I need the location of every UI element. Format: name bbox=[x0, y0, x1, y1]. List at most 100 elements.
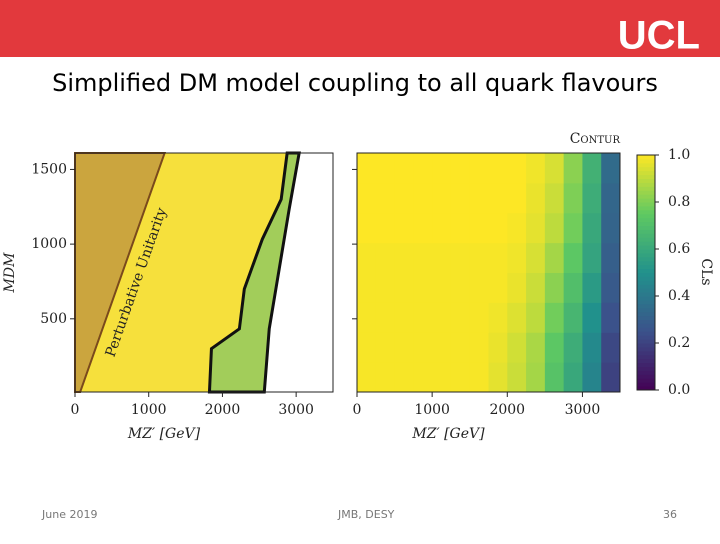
logo: UCL bbox=[618, 14, 700, 58]
colorbar-tick-label: 0.4 bbox=[668, 288, 690, 304]
heatmap-cell bbox=[526, 272, 546, 303]
x-axis-label: MZ′ [GeV] bbox=[411, 426, 485, 442]
colorbar-segment bbox=[637, 315, 655, 320]
heatmap-cell bbox=[526, 153, 546, 184]
heatmap-cell bbox=[469, 242, 489, 273]
colorbar-tick-label: 1.0 bbox=[668, 147, 690, 163]
colorbar-segment bbox=[637, 386, 655, 391]
colorbar-segment bbox=[637, 311, 655, 317]
heatmap-cell bbox=[432, 302, 452, 333]
heatmap-cell bbox=[413, 332, 433, 363]
heatmap-cell bbox=[507, 332, 527, 363]
heatmap-cell bbox=[469, 272, 489, 303]
heatmap-cell bbox=[357, 153, 377, 184]
colorbar-segment bbox=[637, 378, 655, 383]
colorbar-segment bbox=[637, 382, 655, 387]
heatmap-cell bbox=[507, 182, 527, 214]
colorbar-tick-label: 0.2 bbox=[668, 335, 690, 351]
heatmap-cell bbox=[450, 212, 471, 244]
colorbar-segment bbox=[637, 155, 655, 160]
colorbar-segment bbox=[637, 225, 655, 230]
heatmap-cell bbox=[507, 242, 527, 273]
plot-frame bbox=[74, 152, 334, 393]
colorbar-segment bbox=[637, 350, 655, 356]
colorbar-segment bbox=[637, 166, 655, 172]
heatmap-cell bbox=[469, 182, 489, 214]
heatmap-cell bbox=[563, 272, 583, 303]
heatmap-cell bbox=[394, 302, 414, 333]
heatmap-cell bbox=[488, 332, 508, 363]
plot-frame bbox=[356, 152, 621, 393]
heatmap-cell bbox=[469, 302, 489, 333]
colorbar-segment bbox=[637, 374, 655, 379]
colorbar-segment bbox=[637, 190, 655, 195]
colorbar-segment bbox=[637, 174, 655, 179]
colorbar-tick-label: 0.6 bbox=[668, 241, 690, 257]
heatmap-cell bbox=[375, 332, 396, 363]
colorbar-segment bbox=[637, 186, 655, 191]
heatmap-cell bbox=[582, 153, 602, 184]
heatmap-cell bbox=[394, 212, 414, 244]
heatmap-cell bbox=[394, 332, 414, 363]
heatmap-cell bbox=[375, 212, 396, 244]
heatmap-cell bbox=[544, 272, 565, 303]
heatmap-cell bbox=[357, 272, 377, 303]
colorbar-segment bbox=[637, 323, 655, 328]
colorbar-segment bbox=[637, 205, 655, 211]
colorbar-segment bbox=[637, 354, 655, 360]
heatmap-cell bbox=[394, 272, 414, 303]
colorbar-segment bbox=[637, 182, 655, 187]
footer-page: 36 bbox=[663, 508, 677, 521]
heatmap-cell bbox=[507, 153, 527, 184]
heatmap-cell bbox=[563, 153, 583, 184]
colorbar-segment bbox=[637, 217, 655, 223]
heatmap-cell bbox=[582, 332, 602, 363]
heatmap-cell bbox=[488, 302, 508, 333]
heatmap-cell bbox=[582, 182, 602, 214]
contur-logo: Contur bbox=[570, 131, 621, 147]
heatmap-cell bbox=[563, 182, 583, 214]
heatmap-cell bbox=[375, 153, 396, 184]
heatmap-cell bbox=[469, 332, 489, 363]
heatmap-cell bbox=[450, 332, 471, 363]
x-tick-label: 1000 bbox=[131, 402, 167, 418]
heatmap-cell bbox=[544, 182, 565, 214]
heatmap-cell bbox=[413, 182, 433, 214]
colorbar-segment bbox=[637, 233, 655, 238]
heatmap-cell bbox=[563, 302, 583, 333]
heatmap-cell bbox=[488, 182, 508, 214]
colorbar-segment bbox=[637, 245, 655, 250]
colorbar-label: CLs bbox=[698, 258, 714, 285]
heatmap-cell bbox=[582, 242, 602, 273]
heatmap-cell bbox=[563, 362, 583, 393]
colorbar-frame bbox=[636, 154, 656, 391]
heatmap-cell bbox=[544, 332, 565, 363]
colorbar-segment bbox=[637, 256, 655, 262]
heatmap-cell bbox=[413, 212, 433, 244]
colorbar-segment bbox=[637, 327, 655, 332]
x-axis-label: MZ′ [GeV] bbox=[127, 426, 201, 442]
heatmap-cell bbox=[526, 332, 546, 363]
colorbar-tick-label: 0.0 bbox=[668, 382, 690, 398]
colorbar-segment bbox=[637, 292, 655, 297]
colorbar-segment bbox=[637, 202, 655, 207]
colorbar-segment bbox=[637, 249, 655, 254]
colorbar-segment bbox=[637, 343, 655, 348]
footer-date: June 2019 bbox=[41, 508, 97, 521]
colorbar-segment bbox=[637, 370, 655, 375]
heatmap-cell bbox=[394, 182, 414, 214]
heatmap-cell bbox=[375, 302, 396, 333]
heatmap-cell bbox=[601, 272, 621, 303]
colorbar-segment bbox=[637, 209, 655, 215]
heatmap-cell bbox=[582, 272, 602, 303]
header-band bbox=[0, 0, 720, 57]
x-tick-label: 2000 bbox=[205, 402, 241, 418]
colorbar-segment bbox=[637, 198, 655, 203]
heatmap-cell bbox=[526, 302, 546, 333]
heatmap-cell bbox=[357, 182, 377, 214]
colorbar-segment bbox=[637, 319, 655, 324]
colorbar-segment bbox=[637, 346, 655, 352]
y-tick-label: 1500 bbox=[31, 161, 67, 177]
colorbar-segment bbox=[637, 288, 655, 293]
heatmap-cell bbox=[413, 272, 433, 303]
